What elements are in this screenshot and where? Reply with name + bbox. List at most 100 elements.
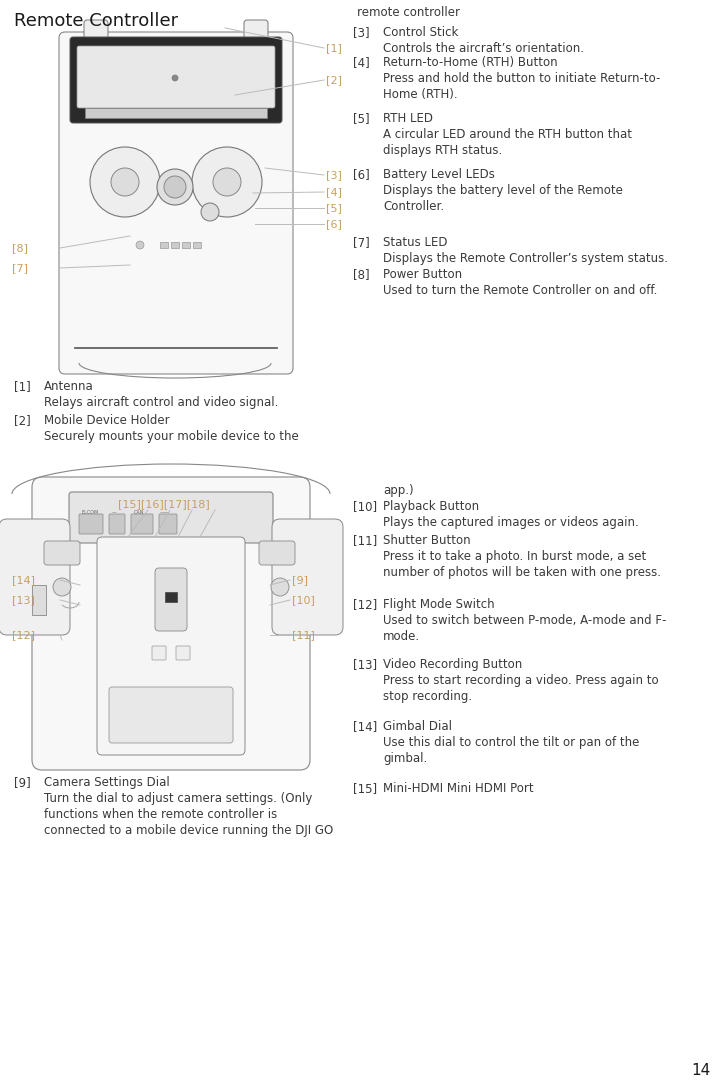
Bar xyxy=(85,108,267,118)
Circle shape xyxy=(192,147,262,217)
Text: Press it to take a photo. In burst mode, a set: Press it to take a photo. In burst mode,… xyxy=(383,550,646,563)
Text: A circular LED around the RTH button that: A circular LED around the RTH button tha… xyxy=(383,128,632,141)
FancyBboxPatch shape xyxy=(32,477,310,770)
Text: remote controller: remote controller xyxy=(357,7,460,18)
Text: —: — xyxy=(112,510,117,515)
FancyBboxPatch shape xyxy=(152,646,166,660)
Text: [10]: [10] xyxy=(353,500,377,513)
Text: Turn the dial to adjust camera settings. (Only: Turn the dial to adjust camera settings.… xyxy=(44,792,312,805)
Circle shape xyxy=(172,75,178,82)
Circle shape xyxy=(53,578,71,596)
Text: Press and hold the button to initiate Return-to-: Press and hold the button to initiate Re… xyxy=(383,72,660,85)
Text: Flight Mode Switch: Flight Mode Switch xyxy=(383,598,494,611)
Circle shape xyxy=(201,203,219,221)
Text: Home (RTH).: Home (RTH). xyxy=(383,88,457,101)
Text: number of photos will be taken with one press.: number of photos will be taken with one … xyxy=(383,566,661,579)
Text: [14]: [14] xyxy=(12,575,35,585)
FancyBboxPatch shape xyxy=(155,569,187,630)
Circle shape xyxy=(111,168,139,196)
Text: [6]: [6] xyxy=(326,218,342,229)
Circle shape xyxy=(90,147,160,217)
Text: [6]: [6] xyxy=(353,168,370,182)
FancyBboxPatch shape xyxy=(79,514,103,534)
Circle shape xyxy=(164,176,186,198)
FancyBboxPatch shape xyxy=(70,37,282,123)
FancyBboxPatch shape xyxy=(259,541,295,565)
Text: [9]: [9] xyxy=(292,575,308,585)
Text: Camera Settings Dial: Camera Settings Dial xyxy=(44,776,170,789)
FancyBboxPatch shape xyxy=(109,514,125,534)
FancyBboxPatch shape xyxy=(109,687,233,744)
Text: [2]: [2] xyxy=(326,75,342,85)
Text: [5]: [5] xyxy=(353,112,370,125)
Text: Displays the battery level of the Remote: Displays the battery level of the Remote xyxy=(383,184,623,197)
Text: Plays the captured images or videos again.: Plays the captured images or videos agai… xyxy=(383,516,639,529)
Text: ——: —— xyxy=(160,510,170,515)
FancyBboxPatch shape xyxy=(97,537,245,755)
Text: app.): app.) xyxy=(383,484,414,497)
Text: [3]: [3] xyxy=(353,26,370,39)
Text: Gimbal Dial: Gimbal Dial xyxy=(383,720,452,733)
Text: [13]: [13] xyxy=(12,595,35,605)
Bar xyxy=(171,242,179,248)
Text: Antenna: Antenna xyxy=(44,380,94,393)
Bar xyxy=(182,242,190,248)
Text: [12]: [12] xyxy=(12,630,35,640)
Text: Displays the Remote Controller’s system status.: Displays the Remote Controller’s system … xyxy=(383,252,668,265)
Text: Playback Button: Playback Button xyxy=(383,500,479,513)
Text: [7]: [7] xyxy=(353,236,370,249)
Text: [15]: [15] xyxy=(353,782,377,795)
Text: Relays aircraft control and video signal.: Relays aircraft control and video signal… xyxy=(44,396,278,409)
FancyBboxPatch shape xyxy=(159,514,177,534)
Text: Controller.: Controller. xyxy=(383,200,444,213)
Text: Mobile Device Holder: Mobile Device Holder xyxy=(44,414,170,427)
Text: 14: 14 xyxy=(692,1063,711,1078)
Text: Remote Controller: Remote Controller xyxy=(14,12,178,30)
Text: connected to a mobile device running the DJI GO: connected to a mobile device running the… xyxy=(44,824,334,837)
Circle shape xyxy=(271,578,289,596)
FancyBboxPatch shape xyxy=(44,541,80,565)
Text: [2]: [2] xyxy=(14,414,30,427)
FancyBboxPatch shape xyxy=(176,646,190,660)
Circle shape xyxy=(136,241,144,249)
Text: [9]: [9] xyxy=(14,776,30,789)
FancyBboxPatch shape xyxy=(272,518,343,635)
FancyBboxPatch shape xyxy=(0,518,70,635)
FancyBboxPatch shape xyxy=(69,492,273,544)
Text: [3]: [3] xyxy=(326,170,342,180)
Text: Battery Level LEDs: Battery Level LEDs xyxy=(383,168,495,182)
Text: Shutter Button: Shutter Button xyxy=(383,534,471,547)
Text: ELCOM: ELCOM xyxy=(82,510,99,515)
Text: Use this dial to control the tilt or pan of the: Use this dial to control the tilt or pan… xyxy=(383,736,639,749)
FancyBboxPatch shape xyxy=(77,46,275,108)
Text: [15][16][17][18]: [15][16][17][18] xyxy=(118,499,210,509)
Text: Mini-HDMI Mini HDMI Port: Mini-HDMI Mini HDMI Port xyxy=(383,782,534,795)
Text: mode.: mode. xyxy=(383,630,420,644)
Text: CAN: CAN xyxy=(134,510,144,515)
Text: Video Recording Button: Video Recording Button xyxy=(383,658,522,671)
FancyBboxPatch shape xyxy=(84,20,108,54)
Text: [4]: [4] xyxy=(353,57,370,68)
Text: [10]: [10] xyxy=(292,595,315,605)
Text: Press to start recording a video. Press again to: Press to start recording a video. Press … xyxy=(383,674,658,687)
Text: Used to switch between P-mode, A-mode and F-: Used to switch between P-mode, A-mode an… xyxy=(383,614,666,627)
Text: Control Stick: Control Stick xyxy=(383,26,458,39)
Text: [13]: [13] xyxy=(353,658,377,671)
Circle shape xyxy=(213,168,241,196)
Text: RTH LED: RTH LED xyxy=(383,112,433,125)
Text: [11]: [11] xyxy=(292,630,315,640)
Bar xyxy=(193,242,201,248)
Text: Status LED: Status LED xyxy=(383,236,447,249)
FancyBboxPatch shape xyxy=(131,514,153,534)
Text: [1]: [1] xyxy=(14,380,30,393)
Bar xyxy=(160,242,168,248)
Text: [1]: [1] xyxy=(326,43,342,53)
Text: [8]: [8] xyxy=(353,268,370,282)
Text: displays RTH status.: displays RTH status. xyxy=(383,143,502,157)
Text: functions when the remote controller is: functions when the remote controller is xyxy=(44,808,277,821)
Text: stop recording.: stop recording. xyxy=(383,690,472,703)
Text: [14]: [14] xyxy=(353,720,377,733)
Text: [5]: [5] xyxy=(326,203,342,213)
Bar xyxy=(32,585,46,615)
Text: Return-to-Home (RTH) Button: Return-to-Home (RTH) Button xyxy=(383,57,558,68)
